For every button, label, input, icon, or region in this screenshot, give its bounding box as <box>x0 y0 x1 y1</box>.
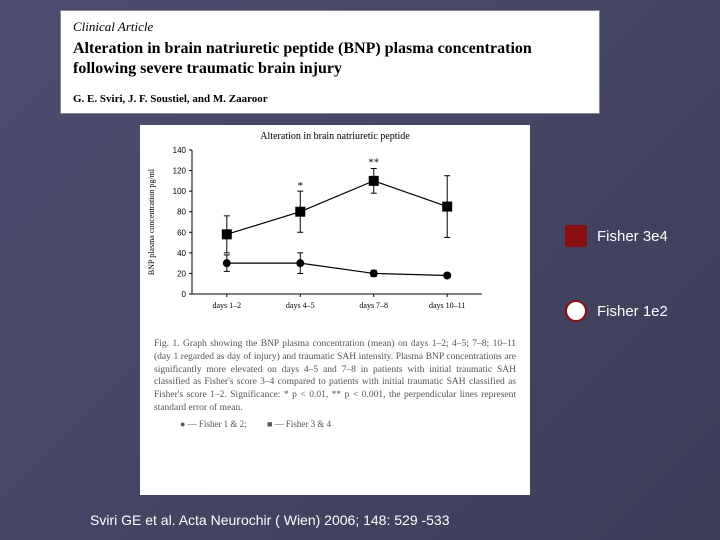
chart-plot: 0 20 40 60 80 100 120 140 BNP plasma concentrati… <box>140 142 530 332</box>
figure-inline-legend: ● — Fisher 1 & 2; ■ — Fisher 3 & 4 <box>140 419 530 429</box>
svg-text:100: 100 <box>173 187 187 196</box>
article-authors: G. E. Sviri, J. F. Soustiel, and M. Zaar… <box>73 93 587 105</box>
legend-swatch-filled-square <box>565 225 587 247</box>
article-type: Clinical Article <box>73 19 587 35</box>
svg-text:20: 20 <box>177 269 186 278</box>
legend-swatch-hollow-circle <box>565 300 587 322</box>
article-title: Alteration in brain natriuretic peptide … <box>73 39 587 79</box>
chart-svg: 0 20 40 60 80 100 120 140 BNP plasma concentrati… <box>140 142 500 322</box>
svg-text:BNP plasma concentration pg/ml: BNP plasma concentration pg/ml <box>147 168 156 275</box>
inline-legend-item: ● — Fisher 1 & 2; <box>180 419 247 429</box>
svg-text:120: 120 <box>173 167 187 176</box>
legend-label: Fisher 1e2 <box>597 303 668 320</box>
figure-caption: Fig. 1. Graph showing the BNP plasma con… <box>140 332 530 419</box>
citation: Sviri GE et al. Acta Neurochir ( Wien) 2… <box>90 512 450 528</box>
svg-text:*: * <box>298 180 304 192</box>
svg-text:days 4–5: days 4–5 <box>286 301 315 310</box>
chart-title: Alteration in brain natriuretic peptide <box>140 125 530 142</box>
svg-text:140: 140 <box>173 146 187 155</box>
figure-panel: Alteration in brain natriuretic peptide … <box>140 125 530 495</box>
inline-legend-item: ■ — Fisher 3 & 4 <box>267 419 331 429</box>
svg-text:40: 40 <box>177 249 186 258</box>
svg-text:60: 60 <box>177 228 186 237</box>
legend-label: Fisher 3e4 <box>597 228 668 245</box>
svg-text:80: 80 <box>177 208 186 217</box>
svg-text:days 1–2: days 1–2 <box>212 301 241 310</box>
svg-text:**: ** <box>368 156 379 168</box>
svg-text:days 7–8: days 7–8 <box>359 301 388 310</box>
legend-entry-fisher-3-4: Fisher 3e4 <box>565 225 668 247</box>
article-header: Clinical Article Alteration in brain nat… <box>60 10 600 114</box>
legend-entry-fisher-1-2: Fisher 1e2 <box>565 300 668 322</box>
svg-text:0: 0 <box>182 290 187 299</box>
svg-text:days 10–11: days 10–11 <box>429 301 465 310</box>
